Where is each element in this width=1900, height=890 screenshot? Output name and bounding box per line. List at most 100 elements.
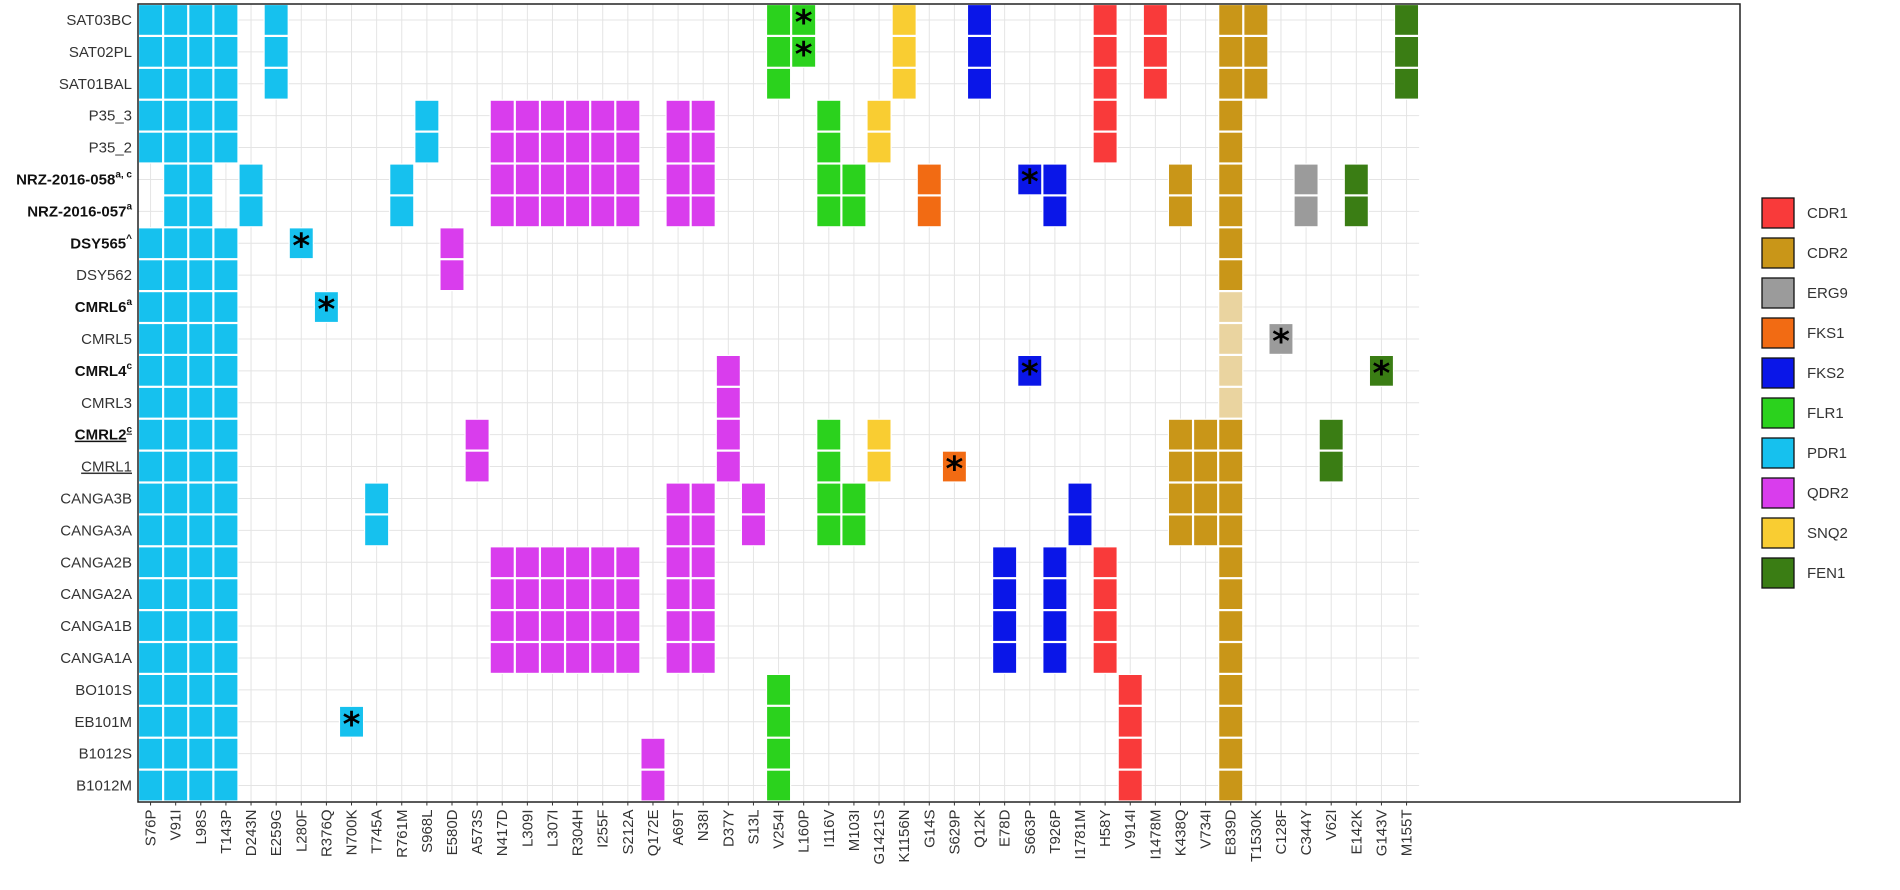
col-label-m103i: M103I (846, 810, 863, 852)
row-label-superscript: c (126, 361, 132, 372)
cell-canga2b-i255f (590, 546, 616, 579)
row-label-superscript: c (126, 425, 132, 436)
cell-cmrl1-v91i (163, 450, 189, 483)
cell-p35-2-s968l (414, 131, 440, 164)
cell-canga1a-v91i (163, 641, 189, 674)
cell-canga3a-l98s (188, 514, 214, 547)
cell-canga1b-e839d (1218, 609, 1244, 643)
star-cmrl1-s629p: * (946, 450, 964, 490)
legend-swatch-fks1 (1761, 317, 1795, 349)
legend-swatch-flr1 (1761, 397, 1795, 429)
cell-nrz-2016-058-i116v (816, 163, 842, 196)
cell-nrz-2016-058-e142k (1343, 163, 1369, 196)
col-label-g14s: G14S (921, 810, 938, 848)
cell-dsy565-l98s (188, 227, 214, 260)
col-label-i116v: I116V (821, 810, 838, 848)
cell-sat02pl-s76p (137, 35, 164, 68)
row-label-eb101m: EB101M (74, 714, 132, 731)
cell-b1012s-v91i (163, 737, 189, 770)
heatmap-cells (137, 3, 1420, 802)
cell-canga3a-v734i (1192, 514, 1219, 547)
cell-cmrl6-l98s (188, 291, 214, 324)
cell-nrz-2016-057-s212a (615, 195, 641, 228)
col-label-v62i: V62I (1323, 810, 1340, 841)
cell-canga2a-s212a (615, 578, 641, 611)
col-label-g143v: G143V (1373, 810, 1390, 857)
cell-nrz-2016-058-l98s (188, 163, 214, 196)
cell-sat02pl-v91i (163, 35, 189, 68)
row-label-cmrl1: CMRL1 (81, 459, 132, 476)
cell-nrz-2016-057-e142k (1343, 195, 1369, 228)
cell-eb101m-s76p (137, 705, 164, 738)
cell-b1012s-v254i (765, 737, 792, 770)
cell-cmrl2-g1421s (866, 418, 892, 451)
cell-bo101s-l98s (188, 673, 214, 706)
col-label-q172e: Q172E (645, 810, 662, 857)
cell-nrz-2016-057-i255f (590, 195, 616, 228)
cell-canga3a-i116v (816, 514, 842, 547)
panel-border (137, 3, 1741, 803)
cell-canga3b-a69t (665, 482, 691, 515)
cell-cmrl5-v91i (163, 322, 189, 355)
star-sat03bc-l160p: * (795, 3, 813, 43)
row-label-sat03bc: SAT03BC (66, 12, 132, 29)
cell-dsy562-l98s (188, 259, 214, 292)
col-label-m155t: M155T (1399, 810, 1416, 857)
cell-nrz-2016-057-d243n (238, 195, 264, 228)
cell-sat02pl-k1156n (891, 35, 917, 68)
cell-cmrl1-i116v (816, 450, 842, 483)
cell-canga1b-l307i (539, 609, 566, 643)
cell-canga2b-e78d (991, 546, 1018, 579)
cell-p35-2-l307i (539, 131, 566, 164)
cell-cmrl2-l98s (188, 418, 214, 451)
cell-canga2a-l307i (539, 578, 566, 611)
row-label-canga1a: CANGA1A (60, 650, 132, 667)
legend-label-pdr1: PDR1 (1807, 445, 1847, 462)
cell-canga1a-r304h (564, 641, 591, 674)
cell-dsy562-t143p (213, 259, 239, 292)
col-label-n417d: N417D (494, 809, 511, 856)
col-label-a573s: A573S (469, 810, 486, 855)
col-label-c344y: C344Y (1298, 810, 1315, 856)
legend-label-snq2: SNQ2 (1807, 525, 1848, 542)
cell-nrz-2016-058-c344y (1293, 163, 1319, 196)
col-label-l307i: L307I (544, 810, 561, 848)
cell-b1012m-v91i (163, 769, 189, 802)
cell-canga1b-n417d (489, 609, 515, 643)
cell-p35-3-r304h (564, 99, 591, 132)
col-label-s76p: S76P (143, 810, 160, 847)
cell-cmrl2-e839d (1218, 418, 1244, 451)
cell-nrz-2016-058-i255f (590, 163, 616, 196)
cell-cmrl1-s629p (941, 450, 968, 483)
col-label-c128f: C128F (1273, 810, 1290, 855)
col-label-s663p: S663P (1022, 810, 1039, 855)
cell-sat02pl-t1530k (1243, 35, 1269, 68)
cell-canga3b-i116v (816, 482, 842, 515)
cell-canga2a-t143p (213, 578, 239, 611)
cell-canga3a-t143p (213, 514, 239, 547)
cell-canga2b-t143p (213, 546, 239, 579)
col-label-v91i: V91I (168, 810, 185, 841)
cell-p35-2-v91i (163, 131, 189, 164)
cell-nrz-2016-058-n38i (690, 163, 716, 196)
cell-sat03bc-h58y (1092, 3, 1118, 36)
cell-bo101s-s76p (137, 673, 164, 706)
cell-b1012m-s76p (137, 769, 164, 802)
cell-bo101s-t143p (213, 673, 239, 706)
cell-p35-2-g1421s (866, 131, 892, 164)
legend-label-qdr2: QDR2 (1807, 485, 1849, 502)
cell-sat02pl-l98s (188, 35, 214, 68)
cell-sat02pl-q12k (966, 35, 993, 68)
cell-canga2b-v91i (163, 546, 189, 579)
cell-dsy565-e839d (1218, 227, 1244, 260)
cell-canga3b-n38i (690, 482, 716, 515)
cell-b1012m-t143p (213, 769, 239, 802)
cell-canga2a-h58y (1092, 578, 1118, 611)
cell-sat02pl-m155t (1393, 35, 1420, 68)
cell-nrz-2016-057-r304h (564, 195, 591, 228)
cell-canga2b-n417d (489, 546, 515, 579)
cell-canga3b-s76p (137, 482, 164, 515)
col-label-i255f: I255F (595, 810, 612, 848)
cell-sat01bal-q12k (966, 67, 993, 100)
